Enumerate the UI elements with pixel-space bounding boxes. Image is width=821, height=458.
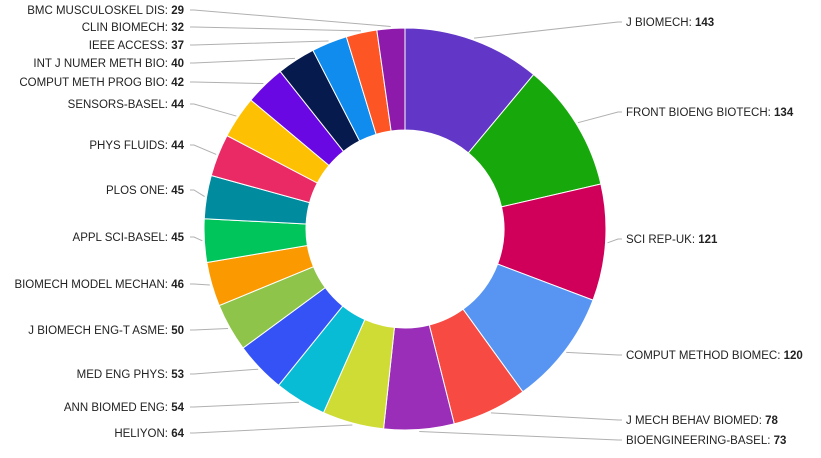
leader-line-int-j-numer-meth-bio <box>190 57 295 64</box>
leader-line-ieee-access <box>190 40 329 46</box>
leader-line-j-biomech-eng-t-asme <box>190 328 229 331</box>
leader-line-med-eng-phys <box>190 368 259 375</box>
label-j-mech-behav-biomed: J MECH BEHAV BIOMED: 78 <box>626 415 778 427</box>
label-value: 120 <box>784 350 803 362</box>
label-name: BMC MUSCULOSKEL DIS: <box>27 5 171 17</box>
label-sensors-basel: SENSORS-BASEL: 44 <box>68 99 185 111</box>
label-med-eng-phys: MED ENG PHYS: 53 <box>77 369 184 381</box>
leader-line-biomech-model-mechan <box>190 283 210 286</box>
label-value: 45 <box>171 185 184 197</box>
label-comput-meth-prog-bio: COMPUT METH PROG BIO: 42 <box>19 77 184 89</box>
label-name: SENSORS-BASEL: <box>68 99 172 111</box>
label-value: 37 <box>171 40 184 52</box>
slice-labels: J BIOMECH: 143 FRONT BIOENG BIOTECH: 134 S… <box>14 5 802 447</box>
label-value: 46 <box>171 279 184 291</box>
label-value: 64 <box>171 428 184 440</box>
label-clin-biomech: CLIN BIOMECH: 32 <box>82 22 184 34</box>
label-name: BIOMECH MODEL MECHAN: <box>14 279 171 291</box>
label-biomech-model-mechan: BIOMECH MODEL MECHAN: 46 <box>14 279 184 291</box>
label-phys-fluids: PHYS FLUIDS: 44 <box>89 140 184 152</box>
label-name: APPL SCI-BASEL: <box>73 232 172 244</box>
leader-line-sci-rep-uk <box>607 238 622 244</box>
label-value: 78 <box>765 415 778 427</box>
label-value: 73 <box>774 435 787 447</box>
leader-line-comput-meth-prog-bio <box>190 81 264 85</box>
leader-line-j-biomech <box>474 21 622 39</box>
label-name: J BIOMECH: <box>626 17 695 29</box>
label-bmc-musculoskel-dis: BMC MUSCULOSKEL DIS: 29 <box>27 5 184 17</box>
leader-lines <box>190 9 622 441</box>
leader-line-appl-sci-basel <box>190 236 203 242</box>
label-name: IEEE ACCESS: <box>89 40 171 52</box>
label-ann-biomed-eng: ANN BIOMED ENG: 54 <box>64 402 185 414</box>
leader-line-bmc-musculoskel-dis <box>190 9 391 28</box>
label-name: INT J NUMER METH BIO: <box>33 58 171 70</box>
leader-line-heliyon <box>190 424 353 434</box>
label-plos-one: PLOS ONE: 45 <box>106 185 185 197</box>
label-value: 44 <box>171 99 184 111</box>
label-value: 134 <box>774 107 794 119</box>
label-value: 44 <box>171 140 184 152</box>
label-value: 54 <box>171 402 184 414</box>
label-value: 50 <box>171 325 184 337</box>
label-name: ANN BIOMED ENG: <box>64 402 171 414</box>
label-name: MED ENG PHYS: <box>77 369 172 381</box>
label-ieee-access: IEEE ACCESS: 37 <box>89 40 184 52</box>
leader-line-ann-biomed-eng <box>190 401 300 408</box>
leader-line-phys-fluids <box>190 144 217 155</box>
label-heliyon: HELIYON: 64 <box>114 428 184 440</box>
donut-slices <box>203 27 607 431</box>
leader-line-front-bioeng-biotech <box>577 111 622 124</box>
label-bioengineering-basel: BIOENGINEERING-BASEL: 73 <box>626 435 786 447</box>
leader-line-plos-one <box>190 189 205 198</box>
label-value: 121 <box>698 234 718 246</box>
label-name: BIOENGINEERING-BASEL: <box>626 435 774 447</box>
leader-line-j-mech-behav-biomed <box>490 412 622 421</box>
label-int-j-numer-meth-bio: INT J NUMER METH BIO: 40 <box>33 58 184 70</box>
label-name: FRONT BIOENG BIOTECH: <box>626 107 774 119</box>
label-name: J BIOMECH ENG-T ASME: <box>28 325 171 337</box>
leader-line-comput-method-biomec <box>566 351 622 356</box>
label-value: 29 <box>171 5 184 17</box>
label-name: J MECH BEHAV BIOMED: <box>626 415 765 427</box>
label-value: 45 <box>171 232 184 244</box>
label-value: 40 <box>171 58 184 70</box>
label-value: 42 <box>171 77 184 89</box>
label-name: HELIYON: <box>114 428 171 440</box>
label-j-biomech-eng-t-asme: J BIOMECH ENG-T ASME: 50 <box>28 325 184 337</box>
label-appl-sci-basel: APPL SCI-BASEL: 45 <box>73 232 185 244</box>
leader-line-sensors-basel <box>190 103 237 117</box>
label-name: COMPUT METHOD BIOMEC: <box>626 350 784 362</box>
label-comput-method-biomec: COMPUT METHOD BIOMEC: 120 <box>626 350 803 362</box>
label-name: SCI REP-UK: <box>626 234 698 246</box>
leader-line-clin-biomech <box>190 26 362 32</box>
label-sci-rep-uk: SCI REP-UK: 121 <box>626 234 718 246</box>
label-j-biomech: J BIOMECH: 143 <box>626 17 714 29</box>
label-front-bioeng-biotech: FRONT BIOENG BIOTECH: 134 <box>626 107 794 119</box>
label-value: 32 <box>171 22 184 34</box>
leader-line-bioengineering-basel <box>419 430 622 441</box>
label-value: 143 <box>695 17 714 29</box>
label-name: PLOS ONE: <box>106 185 171 197</box>
label-name: CLIN BIOMECH: <box>82 22 171 34</box>
label-value: 53 <box>171 369 184 381</box>
label-name: COMPUT METH PROG BIO: <box>19 77 171 89</box>
slice-bmc-musculoskel-dis <box>376 27 406 132</box>
label-name: PHYS FLUIDS: <box>89 140 171 152</box>
